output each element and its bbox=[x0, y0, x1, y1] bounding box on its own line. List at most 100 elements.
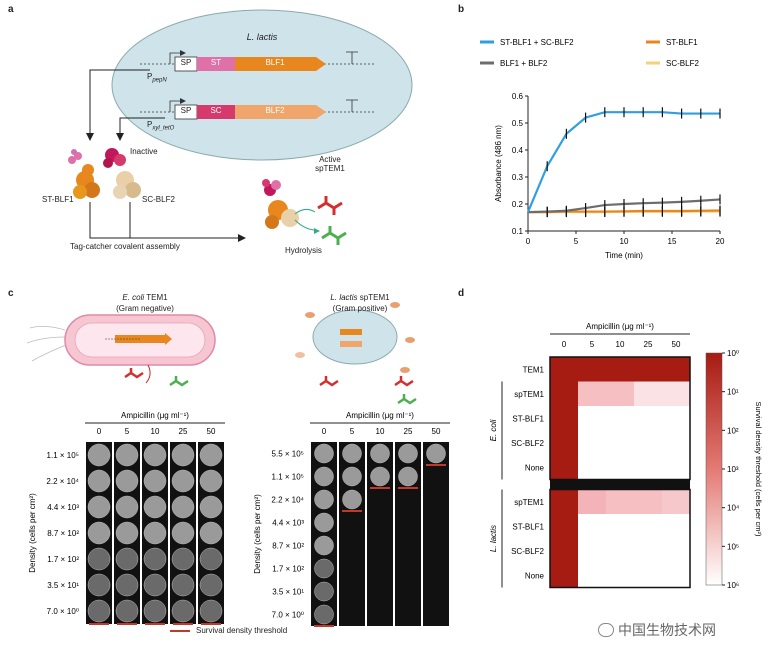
heatmap-cell bbox=[550, 430, 578, 455]
lactis-density-label: 3.5 × 10¹ bbox=[272, 588, 304, 597]
heatmap-cell bbox=[550, 563, 578, 588]
heatmap-cell bbox=[550, 357, 578, 382]
ecoli-colony-spot bbox=[199, 599, 223, 623]
ecoli-density-label: 1.1 × 10⁵ bbox=[47, 451, 79, 460]
colorbar bbox=[705, 352, 723, 586]
heatmap-cell bbox=[578, 563, 606, 588]
ecoli-colony-spot bbox=[115, 599, 139, 623]
lactis-colony-spot bbox=[370, 443, 390, 464]
promoter-1-label: PpepN bbox=[147, 72, 167, 84]
sp-label-1: SP bbox=[180, 58, 192, 67]
heatmap-cell bbox=[550, 489, 578, 514]
lactis-density-label: 4.4 × 10³ bbox=[272, 519, 304, 528]
ecoli-group-label: E. coli bbox=[489, 419, 498, 441]
lactis-conc-label: 0 bbox=[322, 427, 327, 436]
heatmap-cell bbox=[634, 406, 662, 431]
ecoli-colony-spot bbox=[171, 599, 195, 623]
x-tick-label: 20 bbox=[716, 237, 725, 246]
y-tick-label: 0.6 bbox=[512, 92, 524, 101]
legend-label: SC-BLF2 bbox=[666, 59, 699, 68]
ecoli-colony-spot bbox=[87, 469, 111, 493]
colorbar-tick-label: 10⁵ bbox=[727, 542, 739, 551]
heatmap-cell bbox=[662, 455, 690, 480]
ecoli-density-label: 2.2 × 10⁴ bbox=[46, 477, 79, 486]
lactis-plate-grid: Ampicillin (μg ml⁻¹) 0 5 10 25 50 5.5 × 10⁵ 1.1… bbox=[230, 412, 455, 642]
lactis-density-label: 7.0 × 10⁰ bbox=[272, 611, 304, 620]
heatmap-cell bbox=[606, 357, 634, 382]
watermark: 中国生物技术网 bbox=[598, 620, 716, 640]
heatmap-cell bbox=[662, 357, 690, 382]
lactis-colony-spot bbox=[314, 443, 334, 464]
heatmap-cell bbox=[550, 381, 578, 406]
ecoli-density-label: 7.0 × 10⁰ bbox=[47, 607, 79, 616]
heatmap-cell bbox=[578, 430, 606, 455]
heatmap-cell bbox=[578, 381, 606, 406]
heatmap-cell bbox=[606, 563, 634, 588]
ecoli-colony-spot bbox=[143, 521, 167, 545]
blf1-label: BLF1 bbox=[265, 58, 285, 67]
ecoli-density-label: 3.5 × 10¹ bbox=[47, 581, 79, 590]
ecoli-colony-spot bbox=[171, 443, 195, 467]
ecoli-colony-spot bbox=[87, 573, 111, 597]
survival-legend: Survival density threshold bbox=[170, 626, 287, 635]
ecoli-conc-label: 5 bbox=[125, 427, 130, 436]
ecoli-colony-spot bbox=[115, 443, 139, 467]
ecoli-colony-spot bbox=[171, 521, 195, 545]
lactis-conc-label: 5 bbox=[350, 427, 355, 436]
heatmap-cell bbox=[550, 538, 578, 563]
heatmap-row-label: spTEM1 bbox=[514, 390, 544, 399]
sc-blf2-protein-icon bbox=[103, 148, 141, 199]
colorbar-tick-label: 10⁴ bbox=[727, 504, 740, 513]
heatmap-cell bbox=[606, 489, 634, 514]
x-tick-label: 10 bbox=[620, 237, 629, 246]
heatmap-cell bbox=[662, 563, 690, 588]
heatmap-cell bbox=[550, 406, 578, 431]
lactis-colony-spot bbox=[314, 489, 334, 510]
lactis-colony-spot bbox=[314, 466, 334, 487]
ecoli-colony-spot bbox=[115, 495, 139, 519]
wechat-icon bbox=[598, 623, 614, 637]
legend-label: BLF1 + BLF2 bbox=[500, 59, 548, 68]
lactis-colony-spot bbox=[314, 512, 334, 533]
ecoli-colony-spot bbox=[115, 521, 139, 545]
y-tick-label: 0.2 bbox=[512, 200, 524, 209]
lactis-density-label: 2.2 × 10⁴ bbox=[271, 496, 304, 505]
panel-label-c: c bbox=[8, 288, 14, 299]
sp-label-2: SP bbox=[180, 106, 192, 115]
colorbar-tick-label: 10¹ bbox=[727, 388, 739, 397]
ecoli-amp-label: Ampicillin (μg ml⁻¹) bbox=[121, 412, 189, 420]
lactis-colony-spot bbox=[426, 443, 446, 464]
ecoli-cell-icon bbox=[26, 314, 216, 387]
heatmap-cell bbox=[634, 489, 662, 514]
x-tick-label: 5 bbox=[574, 237, 579, 246]
heatmap-conc-label: 50 bbox=[672, 340, 681, 349]
lactis-colony-spot bbox=[342, 489, 362, 510]
ecoli-colony-spot bbox=[171, 469, 195, 493]
ecoli-colony-spot bbox=[143, 443, 167, 467]
colorbar-tick-label: 10⁶ bbox=[727, 581, 739, 590]
ecoli-colony-spot bbox=[199, 469, 223, 493]
lactis-group-label: L. lactis bbox=[489, 525, 498, 552]
sc-label: SC bbox=[210, 106, 222, 115]
y-tick-label: 0.3 bbox=[512, 173, 524, 182]
ecoli-conc-label: 50 bbox=[207, 427, 216, 436]
lactis-density-label: 1.7 × 10² bbox=[272, 565, 304, 574]
organism-label: L. lactis bbox=[246, 32, 278, 42]
ecoli-density-label: 1.7 × 10² bbox=[47, 555, 79, 564]
ecoli-density-label: 4.4 × 10³ bbox=[47, 503, 79, 512]
lactis-conc-label: 10 bbox=[376, 427, 385, 436]
heatmap-cell bbox=[606, 381, 634, 406]
heatmap-cell bbox=[550, 514, 578, 539]
ecoli-colony-spot bbox=[171, 495, 195, 519]
ecoli-density-label: 8.7 × 10² bbox=[47, 529, 79, 538]
heatmap-row-label: ST-BLF1 bbox=[512, 522, 544, 531]
lactis-colony-spot bbox=[314, 535, 334, 556]
lactis-density-label: 1.1 × 10⁵ bbox=[272, 473, 304, 482]
lactis-conc-label: 50 bbox=[432, 427, 441, 436]
heatmap-cell bbox=[662, 430, 690, 455]
heatmap-cell bbox=[578, 357, 606, 382]
heatmap-separator bbox=[550, 479, 690, 490]
heatmap-cell bbox=[634, 455, 662, 480]
heatmap-row-label: TEM1 bbox=[523, 365, 545, 374]
heatmap-cell bbox=[662, 381, 690, 406]
